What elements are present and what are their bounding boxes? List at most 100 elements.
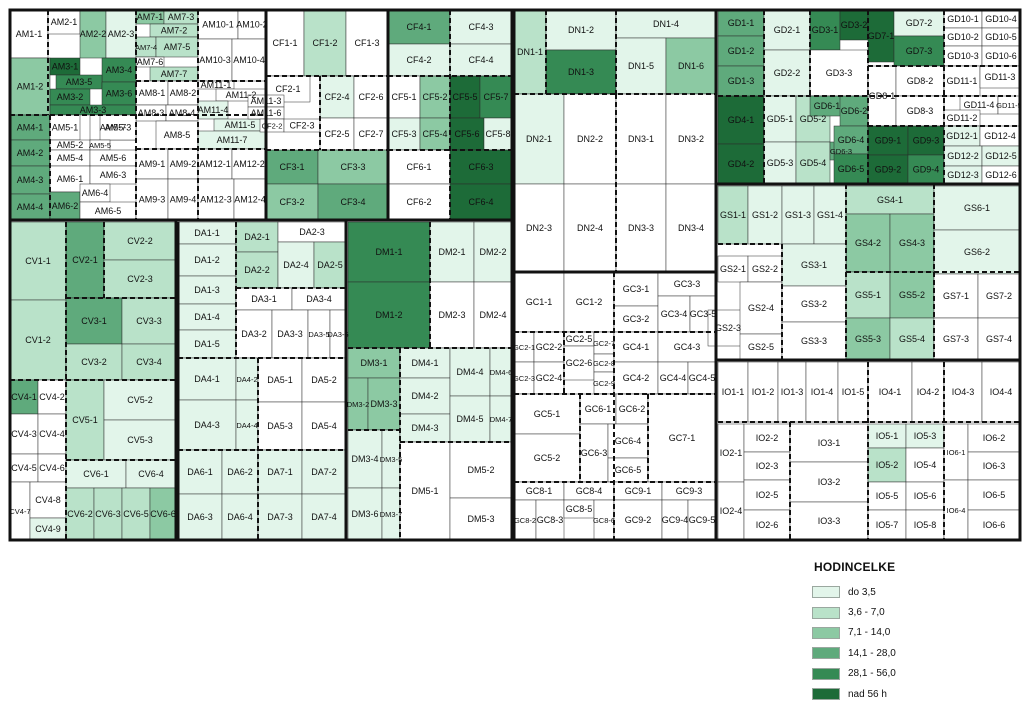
stand-label: CF2-1 — [275, 84, 300, 94]
stand-label: GD11-2 — [947, 113, 978, 123]
stand-label: CV5-2 — [127, 395, 153, 405]
stand-gc4-3 — [657, 331, 717, 363]
stand-io5-5 — [867, 481, 907, 511]
stand-label: CF5-2 — [422, 92, 447, 102]
stand-da2-2 — [235, 251, 279, 289]
stand-io1-5 — [837, 361, 869, 423]
stand-label: GS2-2 — [752, 264, 778, 274]
stand-label: DM3-4 — [351, 454, 378, 464]
stand-label: CV3-1 — [81, 316, 107, 326]
stand-cv4-8 — [29, 481, 67, 519]
stand-label: GC7-1 — [669, 433, 696, 443]
stand-cv6-2 — [65, 487, 95, 541]
stand-da5-3 — [257, 401, 303, 451]
stand-label: DA3-6 — [327, 330, 348, 339]
stand-label: GC4-2 — [623, 373, 650, 383]
stand-label: IO6-6 — [983, 520, 1006, 530]
stand-label: DM1-1 — [375, 247, 402, 257]
stand-label: CF5-6 — [454, 129, 479, 139]
stand-label: GC8-6 — [593, 516, 615, 525]
stand-label: AM7-4 — [135, 43, 157, 52]
stand-da5-2 — [301, 357, 347, 403]
stand-label: CF5-1 — [391, 92, 416, 102]
stand-dm5-1 — [399, 441, 451, 541]
stand-label: GS6-2 — [964, 247, 990, 257]
stand-label: DA5-1 — [267, 375, 293, 385]
stand-label: CF6-1 — [406, 162, 431, 172]
stand-gc6-2 — [615, 393, 649, 425]
stand-label: CV3-2 — [81, 357, 107, 367]
stand-da7-2 — [301, 449, 347, 495]
stand-label: DA5-4 — [311, 421, 337, 431]
stand-label: DA2-5 — [317, 260, 343, 270]
stand-label: CF4-2 — [406, 55, 431, 65]
stand-label: IO3-3 — [818, 516, 841, 526]
stand-label: CF6-4 — [468, 197, 493, 207]
stand-label: AM2-1 — [51, 17, 78, 27]
stand-label: GD1-1 — [728, 18, 755, 28]
legend-title: HODINCELKE — [814, 560, 896, 574]
stand-gs7-3 — [933, 317, 979, 361]
stand-gs5-4 — [889, 317, 935, 361]
legend-label: 14,1 - 28,0 — [848, 647, 896, 659]
stand-label: DA2-2 — [244, 265, 270, 275]
stand-gd9-2 — [867, 154, 909, 185]
stand-label: GD9-4 — [913, 165, 940, 175]
stand-label: AM6-4 — [82, 188, 109, 198]
stand-gc4-2 — [613, 361, 659, 395]
stand-label: AM7-1 — [137, 12, 164, 22]
stand-label: IO1-3 — [781, 387, 804, 397]
stand-dn1-1 — [513, 9, 547, 95]
stand-label: CF5-7 — [483, 92, 508, 102]
legend-item: 3,6 - 7,0 — [812, 602, 1012, 622]
stand-gs2-5 — [739, 333, 783, 361]
stand-label: CF4-1 — [406, 22, 431, 32]
stand-label: GD6-5 — [838, 164, 865, 174]
stand-label: CV6-5 — [123, 509, 149, 519]
stand-label: IO6-1 — [947, 448, 966, 457]
stand-gs4-3 — [889, 213, 935, 273]
stand-label: DM2-1 — [438, 247, 465, 257]
stand-label: GD10-6 — [985, 51, 1017, 61]
stand-dn2-4 — [563, 183, 617, 273]
stand-gd3-3 — [809, 49, 869, 97]
stand-io1-4 — [805, 361, 839, 423]
stand-label: AM11-1 — [201, 80, 232, 90]
stand-label: CV5-3 — [127, 435, 153, 445]
stand-label: GD6-4 — [838, 135, 865, 145]
stand-label: DA7-1 — [267, 467, 293, 477]
stand-label: CF6-2 — [406, 197, 431, 207]
stand-label: AM2-3 — [108, 29, 135, 39]
stand-label: CV6-4 — [138, 469, 164, 479]
stand-label: CF2-2 — [262, 122, 283, 131]
stand-am2-1 — [47, 9, 81, 35]
legend-label: do 3,5 — [848, 586, 876, 598]
stand-label: CF3-3 — [340, 162, 365, 172]
stand-label: IO6-4 — [947, 506, 966, 515]
stand-label: GC3-5 — [690, 309, 717, 319]
stand-label: GS7-4 — [986, 334, 1012, 344]
stand-da1-2 — [177, 243, 237, 277]
stand-label: IO5-1 — [876, 431, 899, 441]
stand-gd4-2 — [717, 143, 765, 185]
stand-label: GC9-2 — [625, 515, 652, 525]
stand-cf5-8 — [483, 117, 513, 151]
stand-label: AM5-2 — [57, 140, 84, 150]
stand-dm1-2 — [347, 281, 431, 349]
stand-label: CF4-4 — [468, 55, 493, 65]
stand-label: GC1-2 — [576, 297, 603, 307]
stand-label: GD2-2 — [774, 68, 801, 78]
stand-cv2-1 — [65, 221, 105, 299]
legend-label: 28,1 - 56,0 — [848, 668, 896, 680]
stand-dm5-2 — [449, 441, 513, 499]
stand-label: GS1-1 — [720, 210, 746, 220]
stand-gd9-1 — [867, 125, 909, 156]
stand-dn3-2 — [665, 93, 717, 185]
stand-da6-1 — [177, 449, 223, 495]
stand-label: GS2-5 — [748, 342, 774, 352]
stand-label: GD11-4 — [964, 100, 995, 110]
stand-label: DA2-3 — [299, 227, 325, 237]
stand-io5-4 — [905, 447, 945, 483]
stand-label: DM1-2 — [375, 310, 402, 320]
stand-cv6-6 — [149, 487, 177, 541]
